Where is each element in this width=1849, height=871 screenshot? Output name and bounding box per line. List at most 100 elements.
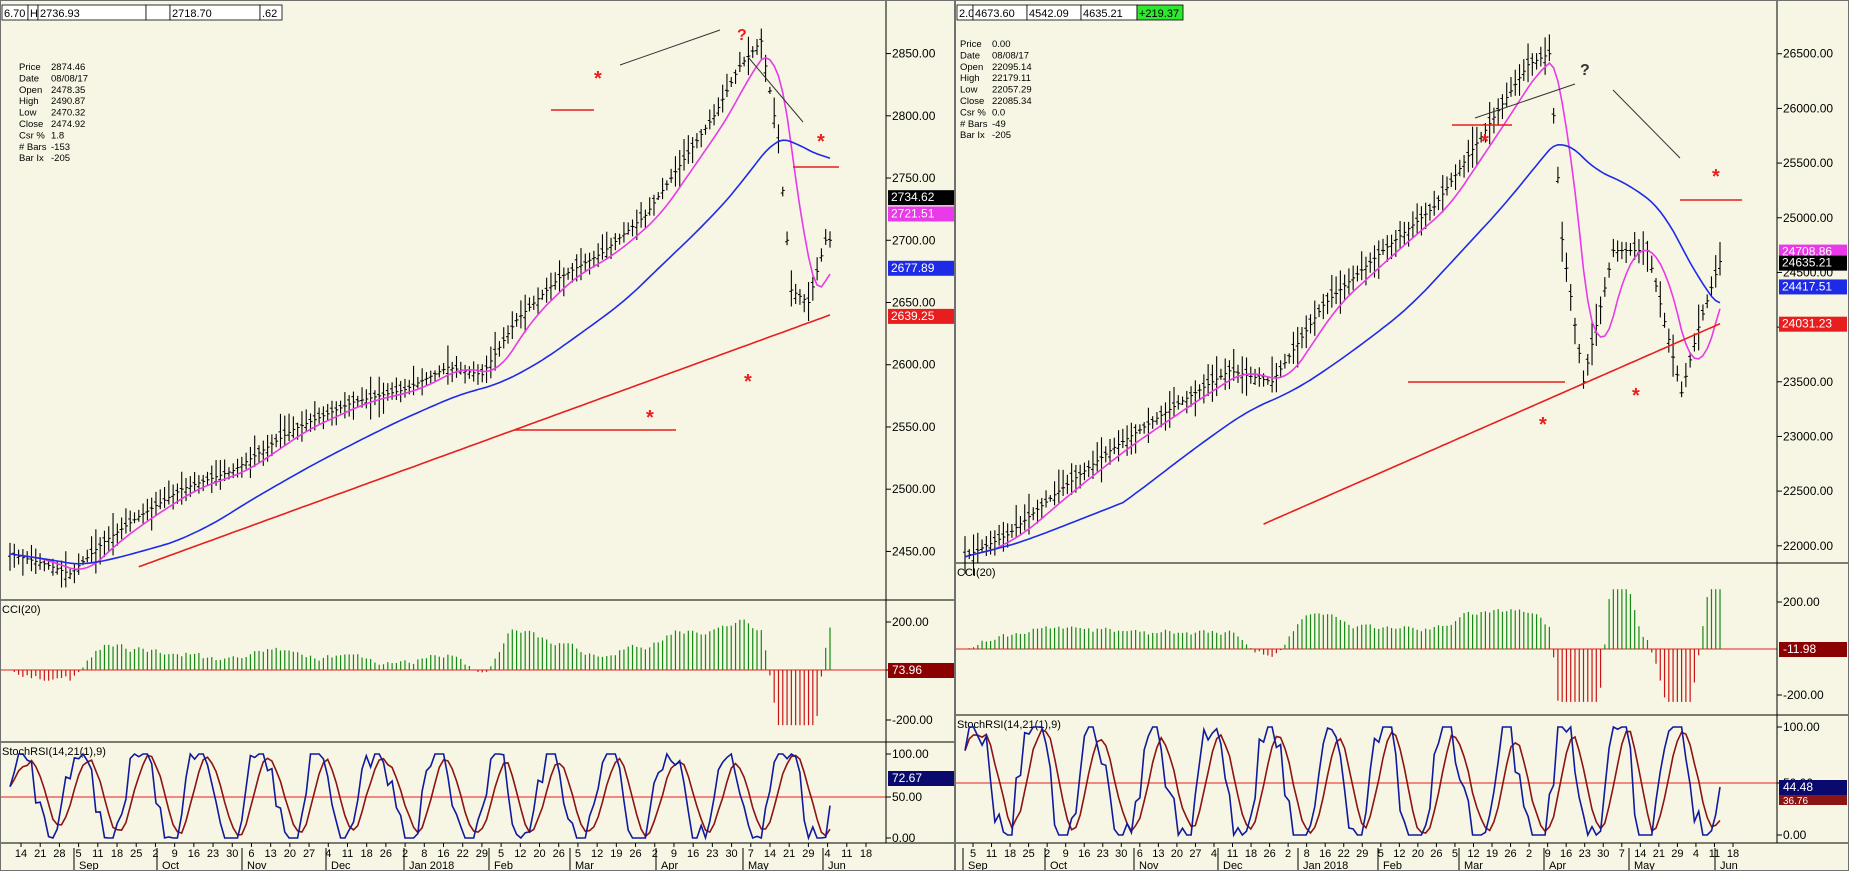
star-marker: * <box>646 407 654 429</box>
right-panel-bg <box>955 0 1849 871</box>
info-label: Open <box>19 85 42 96</box>
date-label: 30 <box>1597 848 1609 860</box>
info-label: Bar Ix <box>19 153 44 164</box>
cci-label: CCI(20) <box>2 604 41 616</box>
price-badge <box>888 190 956 206</box>
stoch-fast-line <box>9 752 831 841</box>
info-value: -205 <box>992 130 1011 141</box>
date-label: 4 <box>825 848 831 860</box>
ma-short-line <box>18 56 831 571</box>
date-label: 18 <box>111 848 123 860</box>
ma-mid-line <box>9 139 831 565</box>
price-badge-label: 2677.89 <box>891 261 935 275</box>
date-label: 14 <box>764 848 776 860</box>
info-label: # Bars <box>19 142 47 153</box>
price-tick-label: 2700.00 <box>892 233 936 247</box>
header-value: +219.37 <box>1139 8 1179 20</box>
date-label: 25 <box>130 848 142 860</box>
header-value: H <box>30 8 38 20</box>
price-badge <box>888 308 956 324</box>
price-tick-label: 2450.00 <box>892 544 936 558</box>
trend-annotation-line <box>747 56 804 123</box>
date-label: 20 <box>1412 848 1424 860</box>
question-mark: ? <box>737 27 747 44</box>
price-badge-label: 24635.21 <box>1782 256 1832 270</box>
date-label: 4 <box>1211 848 1217 860</box>
price-badge-label: 2721.51 <box>891 206 935 220</box>
month-label: Oct <box>162 860 179 871</box>
price-badge-label: 24417.51 <box>1782 279 1832 293</box>
date-label: 5 <box>970 848 976 860</box>
header-value: 2718.70 <box>172 8 212 20</box>
info-value: 2478.35 <box>51 85 85 96</box>
month-label: Feb <box>494 860 513 871</box>
date-label: 16 <box>687 848 699 860</box>
date-label: 5 <box>575 848 581 860</box>
info-label: Low <box>960 85 978 96</box>
price-tick-label: 2800.00 <box>892 109 936 123</box>
stoch-value: 72.67 <box>892 771 922 785</box>
info-value: 2470.32 <box>51 108 85 119</box>
date-label: 14 <box>1634 848 1646 860</box>
date-label: 2 <box>402 848 408 860</box>
date-label: 19 <box>1486 848 1498 860</box>
cci-value: 73.96 <box>892 663 922 677</box>
month-label: Mar <box>1464 860 1483 871</box>
price-tick-label: 22500.00 <box>1783 484 1833 498</box>
date-label: 12 <box>1467 848 1479 860</box>
date-label: 6 <box>1137 848 1143 860</box>
ma-short-line <box>973 61 1721 556</box>
date-label: 16 <box>1078 848 1090 860</box>
info-value: 2474.92 <box>51 119 85 130</box>
trend-annotation-line <box>619 29 721 66</box>
price-tick-label: 2750.00 <box>892 171 936 185</box>
date-label: 9 <box>1063 848 1069 860</box>
date-label: 9 <box>172 848 178 860</box>
info-label: Low <box>19 108 37 119</box>
date-label: 29 <box>802 848 814 860</box>
date-label: 11 <box>841 848 852 860</box>
cci-value: -11.98 <box>1783 642 1816 656</box>
price-tick-label: 2600.00 <box>892 358 936 372</box>
date-label: 12 <box>514 848 526 860</box>
date-label: 29 <box>1356 848 1368 860</box>
stoch-tick-label: 100.00 <box>1783 720 1820 734</box>
date-label: 5 <box>498 848 504 860</box>
date-label: 20 <box>1171 848 1183 860</box>
price-tick-label: 26000.00 <box>1783 101 1833 115</box>
left-panel-bg <box>0 0 955 871</box>
header-value: .62 <box>262 8 277 20</box>
month-label: Dec <box>331 860 351 871</box>
stoch-value-badge <box>1779 780 1847 795</box>
price-tick-label: 25500.00 <box>1783 156 1833 170</box>
info-value: 22057.29 <box>992 85 1032 96</box>
date-label: 5 <box>1452 848 1458 860</box>
date-label: 16 <box>437 848 449 860</box>
date-label: 22 <box>457 848 469 860</box>
date-label: 2 <box>1285 848 1291 860</box>
month-label: Jan 2018 <box>409 860 454 871</box>
price-tick-label: 2650.00 <box>892 296 936 310</box>
price-tick-label: 2550.00 <box>892 420 936 434</box>
question-mark: ? <box>1580 62 1590 79</box>
info-value: 0.00 <box>992 39 1011 50</box>
date-label: 11 <box>342 848 353 860</box>
date-label: 18 <box>860 848 872 860</box>
info-label: Price <box>19 62 41 73</box>
date-label: 23 <box>207 848 219 860</box>
header-box <box>259 4 283 21</box>
date-label: 2 <box>1044 848 1050 860</box>
date-label: 30 <box>226 848 238 860</box>
info-label: Price <box>960 39 982 50</box>
star-marker: * <box>1481 131 1489 153</box>
stoch-value2-badge <box>1779 795 1847 805</box>
cci-label: CCI(20) <box>957 567 996 579</box>
info-label: Csr % <box>19 130 45 141</box>
info-label: Date <box>19 73 39 84</box>
price-tick-label: 23000.00 <box>1783 429 1833 443</box>
date-label: 18 <box>1727 848 1739 860</box>
stoch-slow-line <box>964 728 1721 835</box>
star-marker: * <box>1539 414 1547 436</box>
info-value: 22095.14 <box>992 62 1032 73</box>
